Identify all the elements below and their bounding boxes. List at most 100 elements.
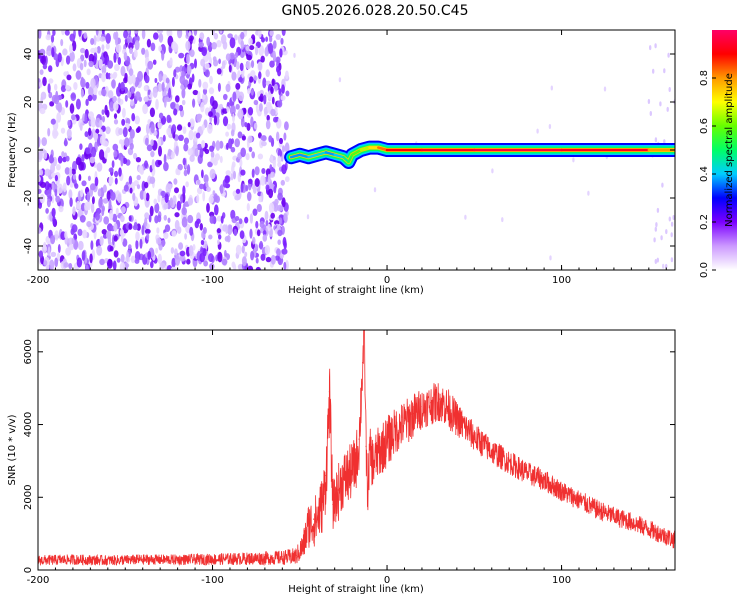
noise-cell <box>128 223 133 230</box>
snr-point <box>613 514 615 517</box>
noise-cell <box>55 195 61 203</box>
noise-cell <box>217 239 220 245</box>
noise-cell <box>78 174 82 181</box>
noise-cell <box>64 231 68 239</box>
noise-cell <box>99 236 104 246</box>
noise-cell <box>206 186 211 193</box>
noise-cell <box>99 135 106 146</box>
noise-cell <box>135 231 140 241</box>
snr-point <box>438 398 440 400</box>
noise-cell <box>176 169 181 176</box>
noise-cell <box>126 251 129 262</box>
noise-cell <box>108 176 114 185</box>
noise-cell <box>85 98 89 106</box>
noise-cell <box>120 156 124 167</box>
noise-cell <box>193 30 198 36</box>
noise-cell <box>119 262 126 270</box>
noise-cell <box>136 174 141 181</box>
noise-cell <box>71 224 78 233</box>
noise-cell <box>83 59 87 68</box>
noise-cell <box>61 30 65 36</box>
noise-cell <box>281 197 286 208</box>
signal-track-segment <box>298 153 310 159</box>
noise-cell <box>217 251 223 263</box>
noise-cell <box>270 154 274 163</box>
noise-cell <box>276 100 283 108</box>
noise-cell <box>148 214 152 223</box>
noise-cell <box>60 85 67 93</box>
noise-cell <box>132 224 139 231</box>
y-tick-label: 40 <box>23 48 34 61</box>
noise-cell <box>219 155 223 164</box>
noise-cell <box>659 101 662 107</box>
noise-cell <box>186 65 192 75</box>
noise-cell <box>188 245 194 257</box>
noise-cell <box>281 145 286 153</box>
noise-cell <box>41 54 46 65</box>
noise-cell <box>102 115 105 123</box>
noise-cell <box>157 30 163 34</box>
noise-cell <box>144 160 148 169</box>
noise-cell <box>250 89 254 96</box>
noise-cell <box>65 84 71 91</box>
noise-cell <box>191 73 195 83</box>
noise-cell <box>153 198 158 205</box>
y-tick-label: 0 <box>23 567 34 573</box>
noise-cell <box>155 98 159 110</box>
noise-cell <box>84 202 90 211</box>
noise-cell <box>260 253 266 261</box>
noise-cell <box>278 217 283 225</box>
noise-cell <box>265 256 272 263</box>
noise-cell <box>51 207 56 218</box>
figure-title: GN05.2026.028.20.50.C45 <box>282 3 469 19</box>
noise-cell <box>102 184 107 193</box>
noise-cell <box>63 262 69 268</box>
snr-series <box>38 330 675 567</box>
noise-cell <box>200 102 205 113</box>
noise-cell <box>113 52 117 63</box>
noise-cell <box>227 224 233 236</box>
noise-cell <box>42 76 47 87</box>
noise-cell <box>216 68 222 75</box>
noise-cell <box>663 68 666 74</box>
noise-cell <box>46 189 52 198</box>
noise-cell <box>84 48 89 59</box>
noise-cell <box>94 176 99 187</box>
noise-cell <box>181 99 186 106</box>
noise-cell <box>178 134 184 141</box>
noise-cell <box>128 215 132 222</box>
noise-cell <box>184 233 188 240</box>
noise-cell <box>145 137 149 146</box>
noise-cell <box>88 127 92 136</box>
noise-cell <box>189 226 194 236</box>
noise-cell <box>255 257 259 264</box>
noise-cell <box>275 34 282 40</box>
noise-cell <box>285 176 290 183</box>
noise-cell <box>99 258 105 266</box>
noise-cell <box>183 143 189 152</box>
noise-cell <box>162 134 166 142</box>
noise-cell <box>167 217 171 224</box>
noise-cell <box>144 181 149 189</box>
noise-cell <box>221 258 228 266</box>
noise-cell <box>107 259 113 269</box>
noise-cell <box>98 119 103 129</box>
noise-cell <box>86 221 92 228</box>
noise-cell <box>149 176 156 184</box>
noise-cell <box>183 169 188 177</box>
snr-point <box>313 518 315 520</box>
noise-cell <box>240 117 245 128</box>
noise-cell <box>251 151 255 159</box>
noise-cell <box>189 118 195 128</box>
noise-cell <box>208 234 213 240</box>
noise-cell <box>62 182 67 193</box>
snr-point <box>648 527 650 529</box>
noise-cell <box>166 127 172 136</box>
noise-cell <box>197 179 201 185</box>
noise-cell <box>48 155 55 164</box>
noise-cell <box>265 119 271 130</box>
noise-cell <box>196 194 200 204</box>
noise-cell <box>247 135 253 144</box>
noise-cell <box>270 212 276 219</box>
